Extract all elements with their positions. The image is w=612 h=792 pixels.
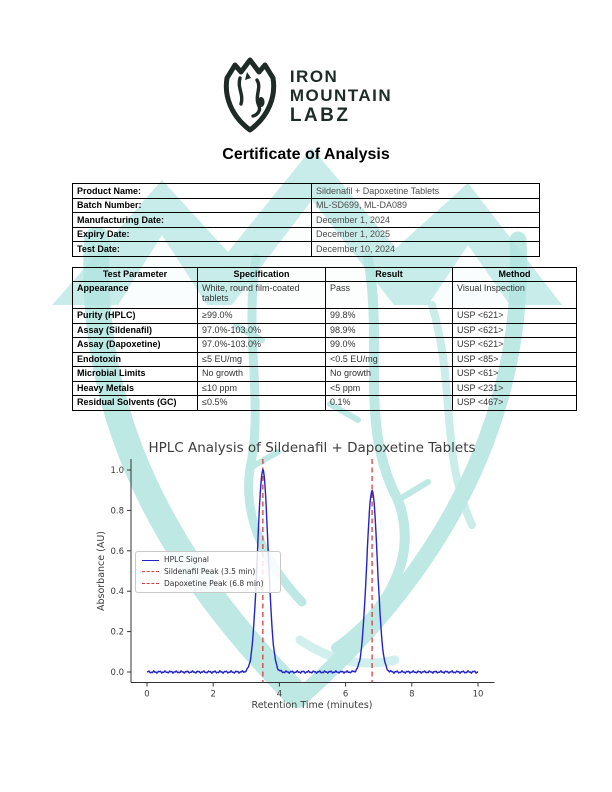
product-info-table: Product Name: Sildenafil + Dapoxetine Tab… <box>72 183 540 257</box>
result-cell: <0.5 EU/mg <box>325 351 453 367</box>
test-result-row: Assay (Dapoxetine) 97.0%-103.0% 99.0% USP <… <box>72 337 577 353</box>
field-label: Batch Number: <box>72 197 312 213</box>
test-parameter-cell: Purity (HPLC) <box>72 308 198 324</box>
test-results-table: Test Parameter Specification Result Method … <box>72 267 577 411</box>
specification-cell: ≤5 EU/mg <box>197 351 326 367</box>
column-header: Test Parameter <box>72 267 198 282</box>
x-tick-label: 6 <box>343 690 348 700</box>
axis-spines <box>130 459 495 683</box>
result-cell: 99.0% <box>325 337 453 353</box>
x-tick-label: 4 <box>277 690 282 700</box>
specification-cell: ≤10 ppm <box>197 380 326 396</box>
chart-legend: HPLC Signal Sildenafil Peak (3.5 min) Da… <box>135 551 281 593</box>
y-axis-label: Absorbance (AU) <box>96 531 107 611</box>
method-cell: USP <85> <box>452 351 577 367</box>
method-cell: USP <467> <box>452 395 577 411</box>
document-title: Certificate of Analysis <box>222 146 390 163</box>
x-tick-label: 10 <box>473 690 484 700</box>
field-label: Test Date: <box>72 241 312 257</box>
test-parameter-cell: Microbial Limits <box>72 366 198 382</box>
test-parameter-cell: Appearance <box>72 281 198 309</box>
field-value: ML-SD699, ML-DA089 <box>311 197 540 213</box>
specification-cell: No growth <box>197 366 326 382</box>
field-label: Manufacturing Date: <box>72 212 312 228</box>
column-header: Specification <box>197 267 326 282</box>
legend-item-sildenafil-peak: Sildenafil Peak (3.5 min) <box>142 566 275 576</box>
result-cell: No growth <box>325 366 453 382</box>
y-tick-label: 1.0 <box>110 466 124 476</box>
legend-label: Sildenafil Peak (3.5 min) <box>164 566 256 576</box>
dashed-line-swatch-icon <box>142 571 159 573</box>
method-cell: Visual Inspection <box>452 281 577 309</box>
legend-item-hplc-signal: HPLC Signal <box>142 555 275 564</box>
method-cell: USP <621> <box>452 308 577 324</box>
y-tick-label: 0.0 <box>110 668 124 678</box>
result-cell: <5 ppm <box>325 380 453 396</box>
product-info-row: Expiry Date: December 1, 2025 <box>72 226 540 242</box>
field-label: Product Name: <box>72 183 312 199</box>
method-cell: USP <61> <box>452 366 577 382</box>
x-tick-label: 8 <box>409 690 414 700</box>
field-value: December 1, 2024 <box>311 212 540 228</box>
result-cell: 0.1% <box>325 395 453 411</box>
brand-logo: IRON MOUNTAIN LABZ <box>0 56 612 138</box>
test-result-row: Endotoxin ≤5 EU/mg <0.5 EU/mg USP <85> <box>72 351 577 367</box>
y-tick-label: 0.2 <box>110 628 124 638</box>
hplc-signal-line <box>146 468 479 674</box>
test-parameter-cell: Residual Solvents (GC) <box>72 395 198 411</box>
specification-cell: ≥99.0% <box>197 308 326 324</box>
brand-wordmark: IRON MOUNTAIN LABZ <box>289 67 393 126</box>
line-swatch-icon <box>142 559 159 561</box>
method-cell: USP <231> <box>452 380 577 396</box>
brand-word-mountain: MOUNTAIN <box>289 86 393 106</box>
x-tick-label: 2 <box>210 690 215 700</box>
test-result-row: Assay (Sildenafil) 97.0%-103.0% 98.9% USP <… <box>72 322 577 338</box>
result-cell: Pass <box>325 281 453 309</box>
x-axis-label: Retention Time (minutes) <box>252 700 373 711</box>
test-result-row: Purity (HPLC) ≥99.0% 99.8% USP <621> <box>72 308 577 324</box>
result-cell: 98.9% <box>325 322 453 338</box>
product-info-row: Test Date: December 10, 2024 <box>72 241 540 257</box>
test-result-row: Heavy Metals ≤10 ppm <5 ppm USP <231> <box>72 380 577 396</box>
test-result-row: Residual Solvents (GC) ≤0.5% 0.1% USP <467> <box>72 395 577 411</box>
test-parameter-cell: Assay (Sildenafil) <box>72 322 198 338</box>
test-parameter-cell: Endotoxin <box>72 351 198 367</box>
specification-cell: 97.0%-103.0% <box>197 322 326 338</box>
x-tick-label: 0 <box>144 690 149 700</box>
mountain-shield-icon <box>223 57 276 133</box>
brand-word-iron: IRON <box>289 67 339 87</box>
specification-cell: White, round film-coated tablets <box>197 281 326 309</box>
legend-item-dapoxetine-peak: Dapoxetine Peak (6.8 min) <box>142 578 275 588</box>
method-cell: USP <621> <box>452 322 577 338</box>
legend-label: Dapoxetine Peak (6.8 min) <box>164 578 264 588</box>
hplc-chromatogram-chart: 0 2 4 6 8 10 0.0 0.2 0.4 0.6 0.8 1.0 Retention Time … <box>96 459 495 711</box>
legend-label: HPLC Signal <box>164 555 209 564</box>
field-label: Expiry Date: <box>72 226 312 242</box>
y-tick-label: 0.6 <box>110 547 124 557</box>
specification-cell: 97.0%-103.0% <box>197 337 326 353</box>
test-result-row: Appearance White, round film-coated table… <box>72 281 577 309</box>
chart-title: HPLC Analysis of Sildenafil + Dapoxetine… <box>148 440 476 456</box>
product-info-row: Batch Number: ML-SD699, ML-DA089 <box>72 197 540 213</box>
brand-word-labz: LABZ <box>289 104 351 126</box>
result-cell: 99.8% <box>325 308 453 324</box>
field-value: December 1, 2025 <box>311 226 540 242</box>
test-parameter-cell: Assay (Dapoxetine) <box>72 337 198 353</box>
column-header: Result <box>325 267 453 282</box>
y-tick-label: 0.4 <box>110 587 124 597</box>
column-header: Method <box>452 267 577 282</box>
test-result-row: Microbial Limits No growth No growth USP <6… <box>72 366 577 382</box>
method-cell: USP <621> <box>452 337 577 353</box>
field-value: December 10, 2024 <box>311 241 540 257</box>
dashed-line-swatch-icon <box>142 583 159 585</box>
product-info-row: Manufacturing Date: December 1, 2024 <box>72 212 540 228</box>
test-parameter-cell: Heavy Metals <box>72 380 198 396</box>
field-value: Sildenafil + Dapoxetine Tablets <box>311 183 540 199</box>
y-tick-label: 0.8 <box>110 506 124 516</box>
product-info-row: Product Name: Sildenafil + Dapoxetine Tab… <box>72 183 540 199</box>
specification-cell: ≤0.5% <box>197 395 326 411</box>
